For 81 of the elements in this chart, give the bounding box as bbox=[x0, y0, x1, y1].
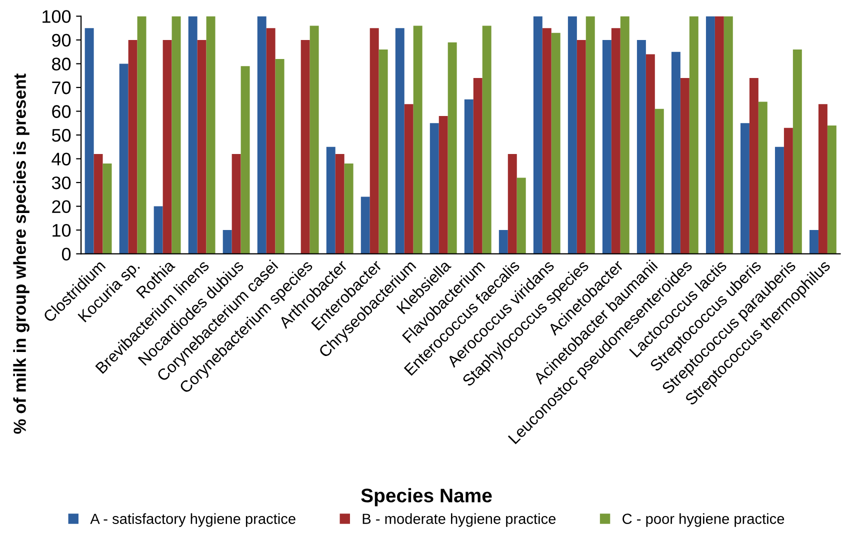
legend-label: A - satisfactory hygiene practice bbox=[90, 513, 296, 527]
bar bbox=[266, 28, 276, 254]
bar bbox=[568, 16, 577, 254]
y-tick-label: 80 bbox=[52, 58, 71, 70]
bar bbox=[646, 54, 655, 254]
bar bbox=[706, 16, 715, 254]
bar bbox=[128, 40, 138, 254]
bar bbox=[102, 164, 112, 254]
bar bbox=[438, 116, 448, 254]
bar bbox=[370, 28, 379, 254]
bar bbox=[636, 40, 646, 254]
bar bbox=[809, 230, 818, 254]
bar bbox=[448, 42, 457, 254]
legend-label: B - moderate hygiene practice bbox=[362, 513, 556, 527]
bar bbox=[257, 16, 266, 254]
y-tick-label: 90 bbox=[52, 34, 71, 47]
bar bbox=[724, 16, 733, 254]
x-axis-title: Species Name bbox=[361, 488, 492, 506]
bar bbox=[482, 26, 492, 254]
y-tick-label: 40 bbox=[52, 152, 71, 166]
bar bbox=[84, 28, 94, 254]
y-tick-label: 30 bbox=[52, 176, 71, 190]
bar bbox=[378, 49, 388, 254]
y-axis-title: % of milk in group where species is present bbox=[13, 74, 30, 434]
bar bbox=[188, 16, 198, 254]
bar bbox=[222, 230, 232, 254]
bar bbox=[602, 40, 612, 254]
bar bbox=[827, 125, 836, 254]
y-tick-label: 60 bbox=[52, 105, 71, 118]
bar bbox=[611, 28, 620, 254]
bar bbox=[232, 154, 241, 254]
bar bbox=[654, 108, 664, 254]
bar bbox=[620, 16, 630, 254]
bar bbox=[395, 28, 404, 254]
bar bbox=[680, 78, 690, 254]
y-tick-label: 50 bbox=[52, 128, 71, 142]
bar bbox=[586, 16, 595, 254]
bar bbox=[326, 146, 336, 254]
bar bbox=[749, 78, 758, 254]
bar bbox=[154, 206, 163, 254]
bar bbox=[430, 123, 439, 254]
bar bbox=[542, 28, 552, 254]
bar bbox=[197, 40, 206, 254]
y-tick-label: 70 bbox=[52, 81, 71, 94]
y-tick-label: 10 bbox=[52, 224, 71, 237]
bar bbox=[240, 66, 250, 254]
bar bbox=[533, 16, 542, 254]
bar bbox=[671, 52, 680, 254]
bar bbox=[344, 164, 354, 254]
bar bbox=[275, 58, 284, 254]
bar bbox=[335, 154, 344, 254]
bar bbox=[576, 40, 586, 254]
bar bbox=[94, 154, 103, 254]
bar bbox=[162, 40, 172, 254]
y-tick-label: 100 bbox=[42, 10, 71, 23]
bar bbox=[206, 16, 216, 254]
bar bbox=[413, 26, 422, 254]
bar bbox=[740, 123, 750, 254]
bar bbox=[516, 178, 526, 254]
bar bbox=[774, 146, 784, 254]
y-tick-label: 0 bbox=[62, 248, 71, 261]
bar bbox=[300, 40, 310, 254]
bar bbox=[464, 99, 474, 254]
legend-label: C - poor hygiene practice bbox=[622, 513, 784, 527]
bar bbox=[172, 16, 181, 254]
bar bbox=[360, 196, 370, 254]
bar bbox=[473, 78, 482, 254]
bar bbox=[784, 128, 793, 254]
bar bbox=[818, 104, 828, 254]
bar bbox=[404, 104, 414, 254]
bar bbox=[508, 154, 517, 254]
bar bbox=[137, 16, 146, 254]
bar bbox=[498, 230, 508, 254]
bar bbox=[551, 32, 560, 254]
bar bbox=[119, 64, 128, 254]
bar bbox=[792, 49, 802, 254]
y-tick-label: 20 bbox=[52, 200, 71, 213]
bar bbox=[758, 102, 768, 254]
bar bbox=[310, 26, 319, 254]
bar bbox=[689, 16, 698, 254]
bar bbox=[714, 16, 724, 254]
